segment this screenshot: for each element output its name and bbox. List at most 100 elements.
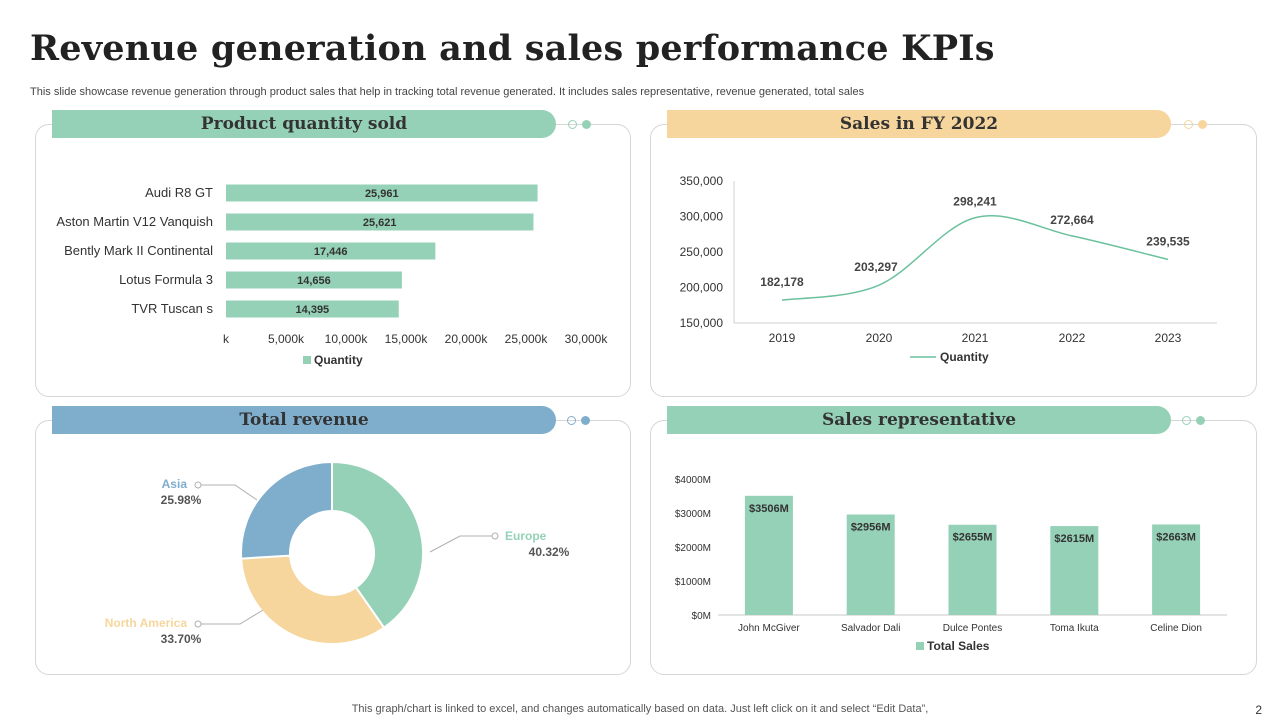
legend-label: Quantity [940, 350, 989, 364]
product-quantity-chart: Audi R8 GT 25,961 Aston Martin V12 Vanquis… [56, 184, 609, 367]
y-tick-label: $2000M [675, 543, 711, 554]
product-quantity-header: Product quantity sold [52, 110, 556, 138]
y-tick-label: 150,000 [680, 316, 724, 330]
data-label: 14,656 [297, 275, 331, 287]
slice-value-label: 40.32% [529, 545, 570, 559]
pie-slice [240, 460, 333, 560]
bar [948, 524, 997, 615]
y-tick-label: $4000M [675, 475, 711, 486]
header-dot-icon [581, 416, 590, 425]
leader-dot [194, 620, 202, 628]
data-label: 14,395 [296, 304, 330, 316]
x-tick-label: 2021 [962, 331, 989, 345]
total-revenue-chart: Europe 40.32% North America 33.70% Asia 25.98… [105, 460, 570, 646]
legend-swatch [916, 642, 924, 650]
leader-line [198, 484, 258, 501]
bar [226, 213, 534, 231]
header-ring-icon [567, 416, 576, 425]
category-label: Bently Mark II Continental [64, 243, 213, 258]
category-label: Aston Martin V12 Vanquish [56, 214, 213, 229]
footer-note: This graph/chart is linked to excel, and… [351, 703, 929, 715]
slice-value-label: 25.98% [161, 493, 202, 507]
x-tick-label: 20,000k [445, 332, 489, 346]
category-label: Lotus Formula 3 [119, 272, 213, 287]
y-tick-label: $3000M [675, 509, 711, 520]
sales-fy-header: Sales in FY 2022 [667, 110, 1171, 138]
data-label: 25,621 [363, 217, 397, 229]
bar [744, 495, 793, 615]
sales-rep-header: Sales representative [667, 406, 1171, 434]
pie-slice [240, 554, 386, 645]
category-label: Salvador Dali [841, 623, 900, 634]
bar [226, 184, 538, 202]
x-tick-label: 2023 [1155, 331, 1182, 345]
y-tick-label: $0M [692, 611, 711, 622]
y-tick-label: 250,000 [680, 245, 724, 259]
bar [226, 300, 399, 318]
data-label: 272,664 [1050, 213, 1094, 227]
page-subtitle: This slide showcase revenue generation t… [30, 86, 865, 98]
bar [226, 242, 436, 260]
leader-line [198, 609, 264, 625]
data-label: $2655M [953, 532, 993, 544]
legend-label: Quantity [314, 353, 363, 367]
y-tick-label: 350,000 [680, 174, 724, 188]
legend-label: Total Sales [927, 639, 990, 653]
category-label: Dulce Pontes [943, 623, 1002, 634]
page-title: Revenue generation and sales performance… [30, 28, 995, 69]
data-label: $2615M [1054, 533, 1094, 545]
x-tick-label: 25,000k [505, 332, 549, 346]
bar [1152, 524, 1201, 615]
x-tick-label: k [223, 332, 230, 346]
x-tick-label: 5,000k [268, 332, 305, 346]
y-tick-label: 300,000 [680, 210, 724, 224]
data-label: 182,178 [760, 275, 804, 289]
category-label: Audi R8 GT [145, 185, 213, 200]
slice-name-label: North America [105, 616, 188, 630]
header-ring-icon [1182, 416, 1191, 425]
data-label: 298,241 [953, 195, 997, 209]
data-label: 25,961 [365, 188, 399, 200]
category-label: TVR Tuscan s [131, 301, 213, 316]
x-tick-label: 2020 [866, 331, 893, 345]
x-tick-label: 2022 [1059, 331, 1086, 345]
total-revenue-header: Total revenue [52, 406, 556, 434]
header-dot-icon [582, 120, 591, 129]
header-dot-icon [1198, 120, 1207, 129]
data-label: $2663M [1156, 531, 1196, 543]
data-label: $3506M [749, 503, 789, 515]
x-tick-label: 15,000k [385, 332, 429, 346]
data-label: 17,446 [314, 246, 348, 258]
slice-value-label: 33.70% [161, 632, 202, 646]
leader-line [429, 535, 495, 553]
data-label: 239,535 [1146, 234, 1190, 248]
sales-fy-panel [650, 124, 1257, 397]
x-tick-label: 2019 [769, 331, 796, 345]
y-tick-label: 200,000 [680, 281, 724, 295]
bar [846, 514, 895, 615]
bar [226, 271, 402, 289]
y-tick-label: $1000M [675, 577, 711, 588]
slice-name-label: Asia [162, 477, 188, 491]
category-label: Toma Ikuta [1050, 623, 1099, 634]
slice-name-label: Europe [505, 529, 547, 543]
leader-dot [194, 481, 202, 489]
header-ring-icon [568, 120, 577, 129]
page-number: 2 [1255, 703, 1262, 717]
sales-rep-chart: $4000M $3000M $2000M $1000M $0M $3506M John Mc… [675, 475, 1227, 653]
header-dot-icon [1196, 416, 1205, 425]
x-tick-label: 30,000k [565, 332, 609, 346]
data-label: 203,297 [854, 260, 898, 274]
category-label: John McGiver [738, 623, 800, 634]
x-tick-label: 10,000k [325, 332, 369, 346]
category-label: Celine Dion [1150, 623, 1202, 634]
leader-dot [491, 532, 499, 540]
product-quantity-panel [35, 124, 631, 397]
pie-slice [331, 460, 424, 630]
data-label: $2956M [851, 521, 891, 533]
legend-swatch [303, 356, 311, 364]
bar [1050, 526, 1099, 615]
series-line [781, 215, 1169, 301]
header-ring-icon [1184, 120, 1193, 129]
sales-fy-chart: 350,000 300,000 250,000 200,000 150,000 2019 2… [680, 174, 1217, 364]
